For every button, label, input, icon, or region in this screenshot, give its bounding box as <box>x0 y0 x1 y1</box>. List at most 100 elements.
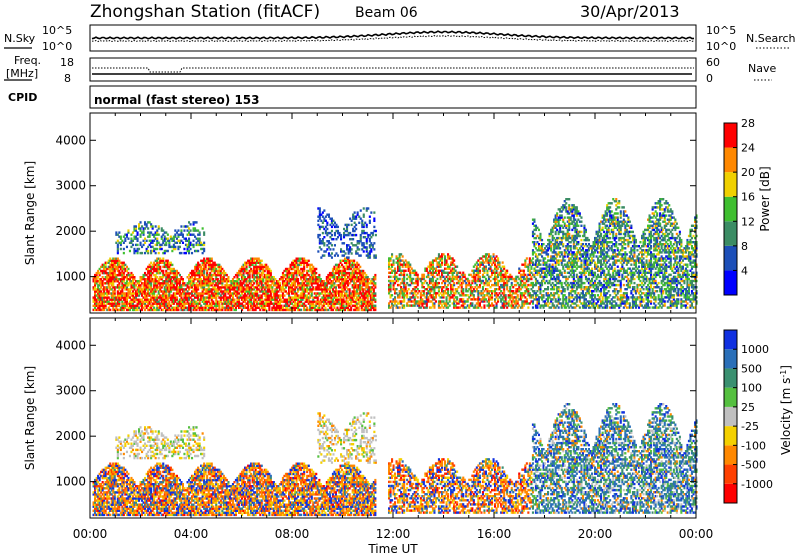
power-cell <box>368 215 371 218</box>
power-cell <box>107 306 110 309</box>
power-cell <box>310 292 313 295</box>
power-cell <box>174 288 177 291</box>
power-cell <box>113 308 116 312</box>
power-cell <box>366 284 369 287</box>
power-cell <box>200 269 203 273</box>
power-cell <box>330 292 333 295</box>
power-cell <box>315 294 318 297</box>
power-cell <box>306 269 309 273</box>
power-cell <box>192 282 195 285</box>
power-cell <box>218 302 221 305</box>
power-cell <box>204 306 207 309</box>
power-cell <box>483 300 486 303</box>
power-cell <box>186 290 189 293</box>
power-cell <box>228 306 231 309</box>
power-cell <box>197 306 200 309</box>
power-cell <box>284 304 287 307</box>
power-cell <box>315 292 318 295</box>
power-cell <box>139 304 142 307</box>
power-cell <box>363 308 366 312</box>
power-cell <box>206 304 209 307</box>
power-cell <box>201 263 204 267</box>
power-cell <box>362 229 365 233</box>
power-cell <box>350 267 353 271</box>
power-cell <box>298 284 301 287</box>
power-cell <box>366 298 369 301</box>
power-cell <box>269 292 272 295</box>
power-cell <box>403 296 406 299</box>
power-cell <box>200 259 203 262</box>
power-cell <box>336 306 339 309</box>
power-cell <box>134 225 137 228</box>
power-cell <box>230 308 233 312</box>
power-cell <box>334 280 337 283</box>
power-cell <box>104 267 107 271</box>
power-cell <box>344 252 347 255</box>
power-cell <box>354 294 357 297</box>
power-cell <box>260 296 263 299</box>
power-cell <box>350 302 353 305</box>
power-cell <box>341 304 344 307</box>
power-cell <box>101 304 104 307</box>
power-cell <box>116 251 119 255</box>
power-cell <box>204 304 207 307</box>
power-cell <box>163 265 166 269</box>
power-cell <box>210 265 213 269</box>
power-cell <box>233 304 236 307</box>
power-cell <box>306 278 309 281</box>
power-cell <box>368 308 371 312</box>
power-cell <box>262 300 265 303</box>
power-cell <box>238 288 241 291</box>
power-cell <box>224 294 227 297</box>
power-cell <box>168 284 171 287</box>
power-cell <box>241 298 244 301</box>
power-cell <box>346 227 349 231</box>
power-cell <box>356 263 359 267</box>
power-cell <box>319 308 322 312</box>
power-cell <box>101 280 104 283</box>
power-cell <box>324 302 327 305</box>
power-cell <box>239 273 242 277</box>
power-cell <box>125 280 128 283</box>
power-cell <box>277 282 280 285</box>
power-cell <box>100 308 103 312</box>
power-cell <box>225 296 228 299</box>
power-cell <box>216 280 219 283</box>
power-cell <box>133 306 136 309</box>
power-cell <box>142 276 145 279</box>
power-cell <box>97 290 100 293</box>
power-cell <box>324 292 327 295</box>
power-cell <box>263 306 266 309</box>
power-cell <box>366 304 369 307</box>
power-cell <box>351 278 354 281</box>
power-cell <box>209 296 212 299</box>
power-cell <box>201 227 204 230</box>
power-cell <box>101 298 104 301</box>
power-cell <box>107 284 110 287</box>
power-cell <box>355 227 358 231</box>
power-cell <box>272 282 275 285</box>
power-cell <box>333 273 336 277</box>
power-cell <box>216 271 219 275</box>
power-cell <box>248 298 251 301</box>
power-cell <box>336 269 339 273</box>
power-cell <box>172 276 175 279</box>
power-cell <box>142 296 145 299</box>
power-cell <box>274 292 277 295</box>
power-cell <box>227 290 230 293</box>
power-cell <box>133 304 136 307</box>
power-cell <box>318 302 321 305</box>
power-cell <box>306 286 309 289</box>
power-cell <box>157 225 160 228</box>
power-cell <box>506 281 509 285</box>
power-cell <box>203 267 206 271</box>
power-cell <box>165 306 168 309</box>
power-cell <box>498 263 501 266</box>
power-cell <box>245 282 248 285</box>
power-cell <box>360 306 363 309</box>
power-cell <box>106 308 109 312</box>
power-cell <box>194 267 197 271</box>
power-cell <box>124 282 127 285</box>
power-cell <box>371 306 374 309</box>
power-cell <box>392 259 395 262</box>
